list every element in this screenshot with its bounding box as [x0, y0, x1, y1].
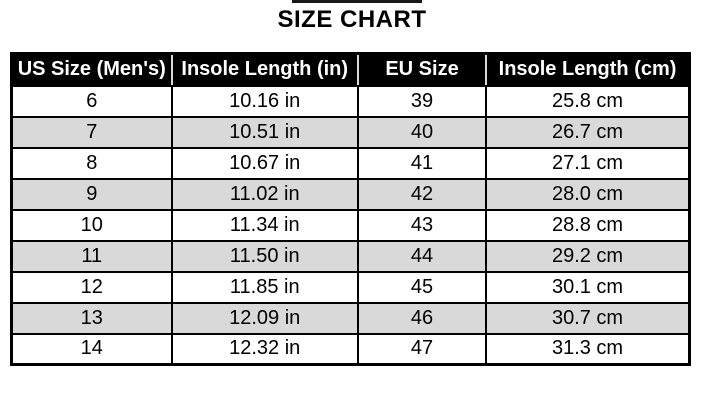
table-cell: 11.34 in	[170, 208, 359, 242]
header-cell-2: EU Size	[356, 52, 488, 87]
table-cell: 47	[356, 332, 488, 366]
table-row: 8 10.67 in 41 27.1 cm	[10, 146, 692, 180]
table-cell: 13	[10, 301, 173, 335]
table-cell: 10.67 in	[170, 146, 359, 180]
table-cell: 12	[10, 270, 173, 304]
table-header: US Size (Men's) Insole Length (in) EU Size…	[10, 52, 692, 87]
header-cell-3: Insole Length (cm)	[485, 52, 692, 87]
table-row: 6 10.16 in 39 25.8 cm	[10, 84, 692, 118]
table-cell: 9	[10, 177, 173, 211]
table-cell: 40	[356, 115, 488, 149]
table-cell: 12.32 in	[170, 332, 359, 366]
table-cell: 42	[356, 177, 488, 211]
table-cell: 25.8 cm	[485, 84, 692, 118]
header-cell-1: Insole Length (in)	[170, 52, 359, 87]
table-row: 11 11.50 in 44 29.2 cm	[10, 239, 692, 273]
table-row: 10 11.34 in 43 28.8 cm	[10, 208, 692, 242]
cropped-text-fragment	[292, 0, 422, 3]
table-cell: 10.16 in	[170, 84, 359, 118]
table-cell: 12.09 in	[170, 301, 359, 335]
page-title: SIZE CHART	[277, 6, 427, 33]
table-cell: 26.7 cm	[485, 115, 692, 149]
table-row: 13 12.09 in 46 30.7 cm	[10, 301, 692, 335]
table-cell: 11.85 in	[170, 270, 359, 304]
table-cell: 31.3 cm	[485, 332, 692, 366]
table-cell: 29.2 cm	[485, 239, 692, 273]
table-row: 9 11.02 in 42 28.0 cm	[10, 177, 692, 211]
table-cell: 30.1 cm	[485, 270, 692, 304]
table-row: 14 12.32 in 47 31.3 cm	[10, 332, 692, 366]
table-row: 7 10.51 in 40 26.7 cm	[10, 115, 692, 149]
table-cell: 10	[10, 208, 173, 242]
header-cell-0: US Size (Men's)	[10, 52, 173, 87]
table-cell: 8	[10, 146, 173, 180]
table-body: 6 10.16 in 39 25.8 cm 7 10.51 in 40 26.7 cm 8 10.…	[10, 84, 692, 366]
table-cell: 11.50 in	[170, 239, 359, 273]
table-cell: 28.8 cm	[485, 208, 692, 242]
table-cell: 27.1 cm	[485, 146, 692, 180]
size-chart-table: US Size (Men's) Insole Length (in) EU Size…	[10, 52, 692, 366]
table-cell: 43	[356, 208, 488, 242]
table-cell: 44	[356, 239, 488, 273]
table-cell: 7	[10, 115, 173, 149]
table-cell: 30.7 cm	[485, 301, 692, 335]
table-cell: 28.0 cm	[485, 177, 692, 211]
table-cell: 11	[10, 239, 173, 273]
table-cell: 6	[10, 84, 173, 118]
table-cell: 41	[356, 146, 488, 180]
table-cell: 46	[356, 301, 488, 335]
header-row: US Size (Men's) Insole Length (in) EU Size…	[10, 52, 692, 87]
table-cell: 45	[356, 270, 488, 304]
table-row: 12 11.85 in 45 30.1 cm	[10, 270, 692, 304]
table-cell: 10.51 in	[170, 115, 359, 149]
table-cell: 39	[356, 84, 488, 118]
table-cell: 11.02 in	[170, 177, 359, 211]
table-cell: 14	[10, 332, 173, 366]
